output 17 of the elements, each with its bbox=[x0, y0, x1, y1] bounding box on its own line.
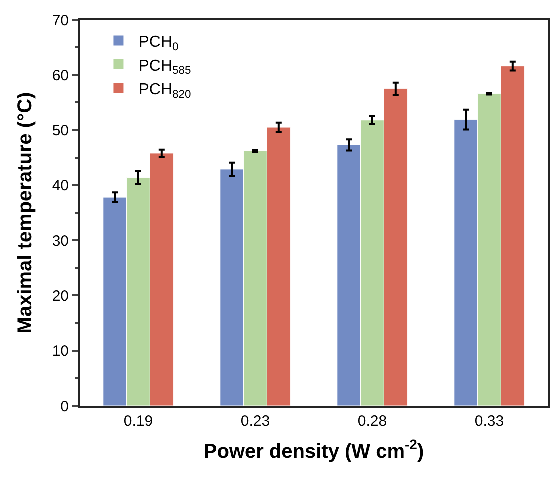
x-axis-title: Power density (W cm$^{-2}$) bbox=[204, 436, 424, 463]
x-tick-label: 0.33 bbox=[474, 413, 504, 430]
y-tick-label: 20 bbox=[52, 288, 69, 305]
legend-label: PCH$_{820}$ bbox=[138, 82, 192, 101]
legend-label: PCH$_{0}$ bbox=[138, 34, 179, 54]
legend-label: PCH$_{585}$ bbox=[138, 58, 192, 78]
y-tick-label: 0 bbox=[60, 398, 69, 416]
y-axis-title: Maximal temperature (°C) bbox=[14, 92, 36, 334]
y-tick-label: 30 bbox=[52, 232, 69, 250]
y-tick-label: 10 bbox=[52, 343, 69, 360]
y-tick-label: 40 bbox=[52, 178, 69, 195]
x-tick-label: 0.23 bbox=[240, 413, 270, 430]
y-tick-label: 70 bbox=[52, 12, 69, 30]
x-tick-label: 0.28 bbox=[358, 413, 388, 430]
x-tick-label: 0.19 bbox=[124, 413, 154, 430]
y-tick-label: 60 bbox=[52, 67, 69, 84]
y-tick-label: 50 bbox=[52, 122, 69, 140]
